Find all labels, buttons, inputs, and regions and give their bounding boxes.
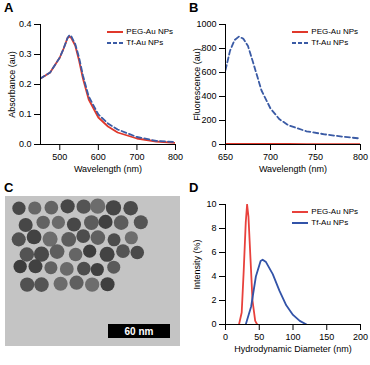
svg-text:400: 400	[201, 91, 216, 101]
svg-text:0.2: 0.2	[19, 79, 32, 89]
svg-text:8: 8	[211, 223, 216, 233]
svg-text:600: 600	[91, 152, 106, 162]
html-text:A: A	[4, 0, 14, 15]
svg-text:600: 600	[201, 67, 216, 77]
svg-text:700: 700	[263, 152, 278, 162]
svg-text:2: 2	[211, 295, 216, 305]
svg-text:Wavelength (nm): Wavelength (nm)	[74, 164, 142, 174]
svg-text:500: 500	[52, 152, 67, 162]
svg-text:100: 100	[285, 332, 300, 342]
svg-text:Intensity (%): Intensity (%)	[192, 239, 202, 289]
svg-text:1000: 1000	[196, 19, 216, 29]
svg-text:200: 200	[201, 115, 216, 125]
svg-text:10: 10	[206, 199, 216, 209]
svg-text:0.0: 0.0	[19, 139, 32, 149]
html-text:C: C	[4, 180, 14, 195]
svg-text:650: 650	[218, 152, 233, 162]
svg-text:Hydrodynamic Diameter (nm): Hydrodynamic Diameter (nm)	[234, 344, 352, 354]
html-text:PEG-Au NPs: PEG-Au NPs	[311, 27, 358, 36]
svg-text:Fluorescence (au): Fluorescence (au)	[192, 48, 202, 121]
svg-text:0.3: 0.3	[19, 49, 32, 59]
html-text:Tf-Au NPs: Tf-Au NPs	[126, 38, 164, 47]
svg-text:200: 200	[353, 332, 368, 342]
svg-text:60 nm: 60 nm	[125, 326, 154, 337]
html-text:Tf-Au NPs: Tf-Au NPs	[311, 38, 349, 47]
html-text:B: B	[189, 0, 199, 15]
svg-text:Wavelength (nm): Wavelength (nm)	[259, 164, 327, 174]
svg-text:750: 750	[308, 152, 323, 162]
svg-text:150: 150	[319, 332, 334, 342]
svg-text:0: 0	[211, 319, 216, 329]
svg-text:Absorbance (au): Absorbance (au)	[7, 51, 17, 118]
svg-text:6: 6	[211, 247, 216, 257]
html-text:D: D	[189, 180, 199, 195]
html-text:PEG-Au NPs: PEG-Au NPs	[126, 27, 173, 36]
svg-text:700: 700	[129, 152, 144, 162]
svg-text:800: 800	[353, 152, 368, 162]
svg-text:800: 800	[201, 43, 216, 53]
html-text:Tf-Au NPs: Tf-Au NPs	[311, 218, 349, 227]
svg-text:50: 50	[254, 332, 264, 342]
svg-text:4: 4	[211, 271, 216, 281]
svg-text:0.1: 0.1	[19, 109, 32, 119]
svg-text:0: 0	[223, 332, 228, 342]
svg-text:0: 0	[211, 139, 216, 149]
svg-text:800: 800	[168, 152, 183, 162]
svg-text:0.4: 0.4	[19, 19, 32, 29]
html-text:PEG-Au NPs: PEG-Au NPs	[311, 207, 358, 216]
